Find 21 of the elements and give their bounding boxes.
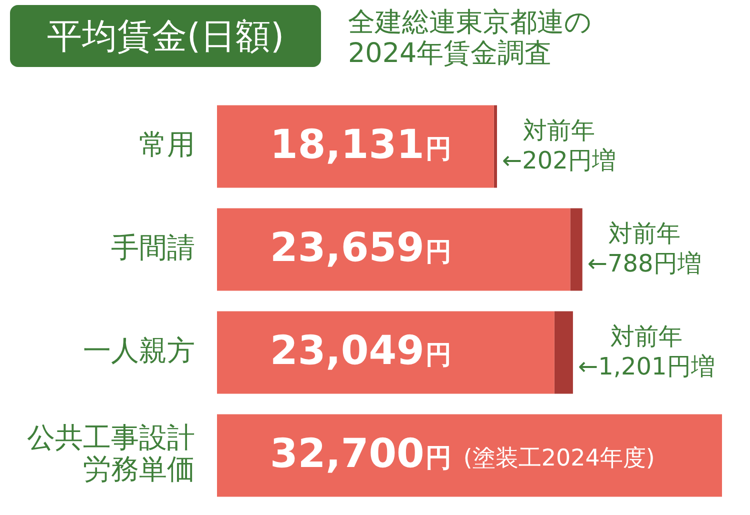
chart-subtitle: 全建総連東京都連の2024年賃金調査: [348, 7, 593, 69]
bar: [554, 311, 573, 394]
y-tick-label: 公共工事設計労務単価: [27, 421, 195, 486]
data-label: 対前年 ←202円増: [502, 116, 616, 175]
bar: [494, 105, 498, 188]
bar: [217, 311, 554, 394]
y-tick-label: 一人親方: [83, 334, 195, 367]
bar: [217, 414, 722, 497]
y-tick-label: 手間請: [111, 230, 195, 264]
annotation: (塗装工2024年度): [463, 445, 655, 472]
total-label: 23,659円: [270, 224, 452, 271]
bar: [217, 105, 494, 188]
data-label: 対前年 ←1,201円増: [578, 322, 715, 381]
total-label: 32,700円: [270, 430, 452, 477]
data-label: 対前年 ←788円増: [587, 220, 702, 278]
total-label: 18,131円: [270, 122, 452, 168]
bar: [217, 208, 570, 291]
y-tick-label: 常用: [139, 128, 195, 161]
bar: [570, 208, 582, 291]
total-label: 23,049円: [270, 328, 452, 374]
chart-title: 平均賃金(日額): [10, 5, 321, 67]
